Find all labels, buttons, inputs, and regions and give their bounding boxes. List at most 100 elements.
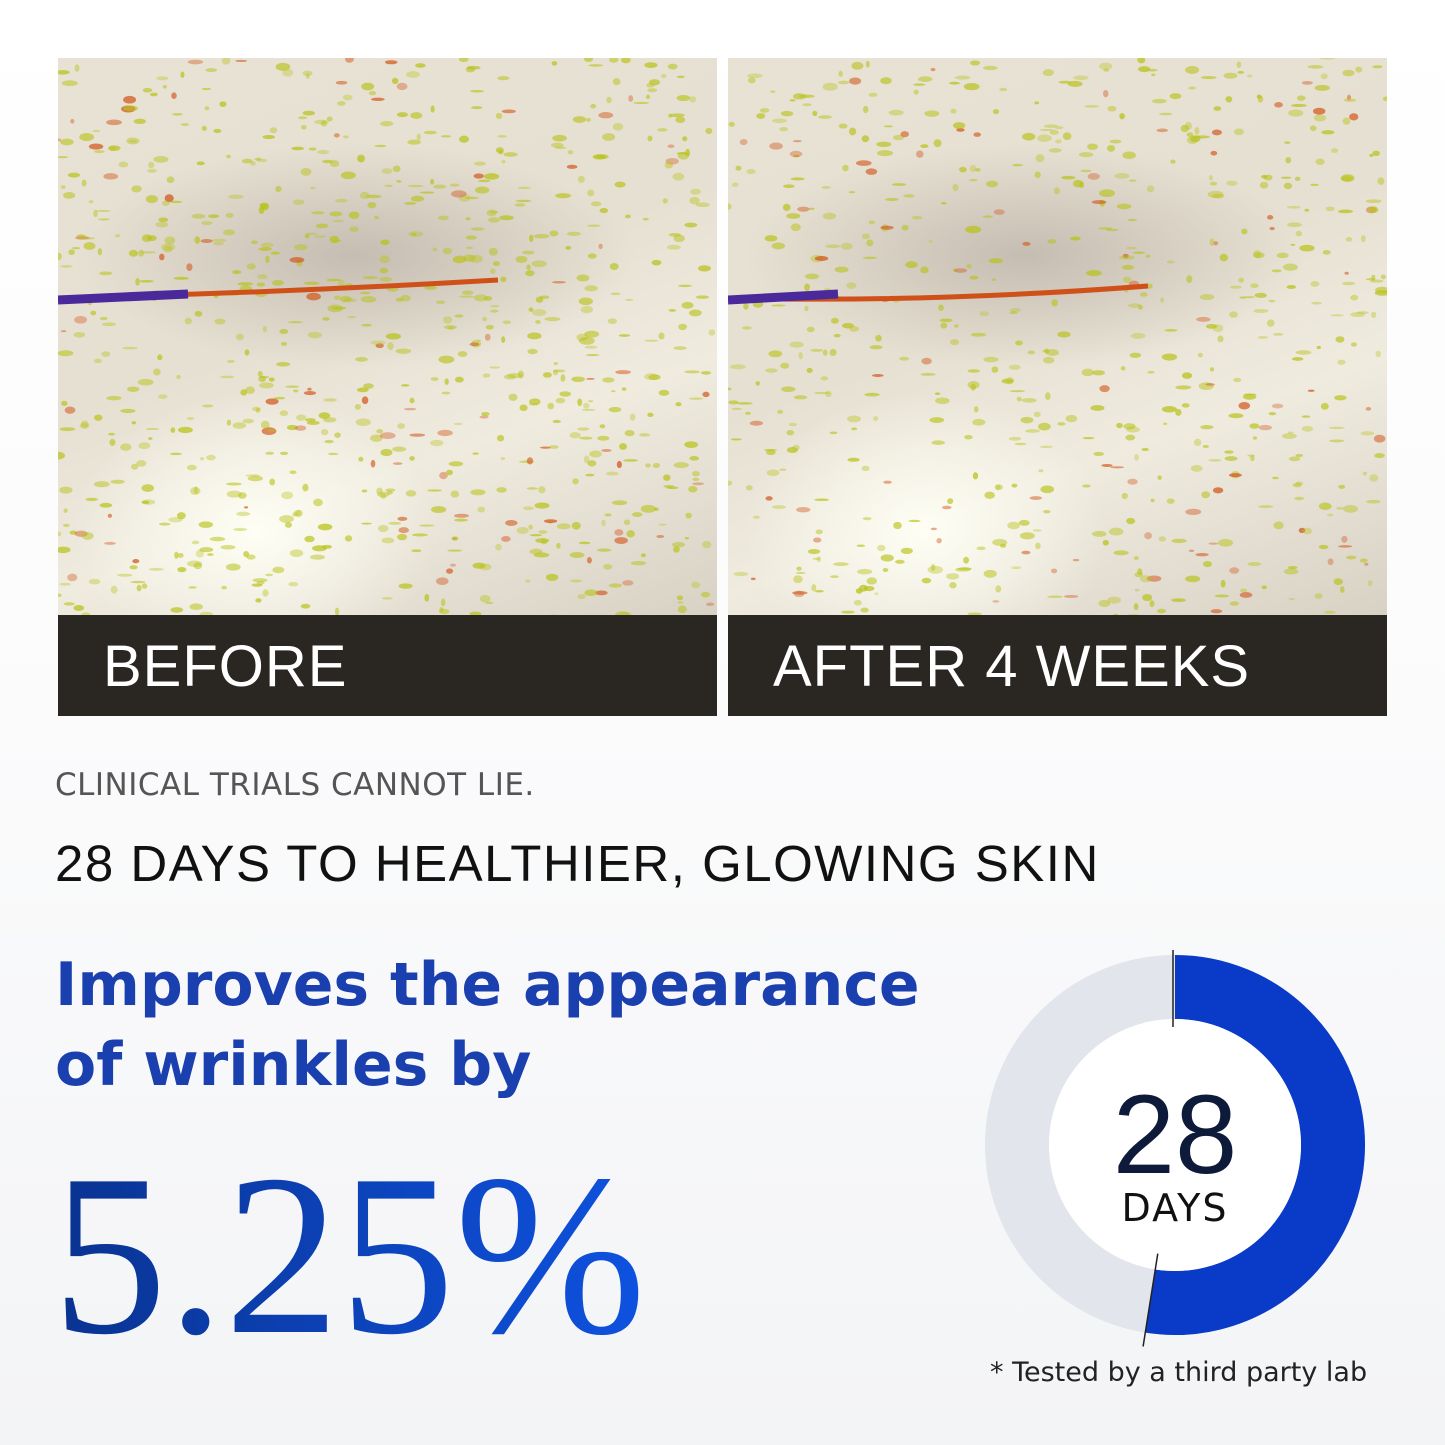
skin-spot [265,255,270,264]
skin-spot [1329,439,1345,443]
before-caption: BEFORE [103,634,348,699]
donut-unit: DAYS [1121,1186,1229,1230]
skin-spot [1128,179,1137,182]
skin-spot [938,304,944,312]
skin-spot [684,537,690,540]
skin-spot [1166,260,1175,264]
skin-spot [888,109,904,116]
skin-spot [640,504,657,513]
skin-spot [1200,75,1217,80]
skin-spot [963,82,980,91]
skin-spot [700,371,712,375]
skin-spot [1040,445,1053,449]
skin-spot [599,208,609,214]
skin-spot [853,599,862,606]
skin-spot [490,268,496,275]
skin-spot [1151,73,1156,77]
skin-spot [994,484,1001,491]
skin-spot [289,470,297,474]
skin-spot [280,451,289,455]
skin-spot [292,512,298,517]
skin-spot [893,521,902,530]
skin-spot [1342,281,1356,286]
skin-spot [486,209,497,217]
skin-spot [385,333,401,340]
skin-spot [272,279,284,286]
skin-spot [452,255,467,264]
skin-spot [621,387,627,391]
skin-spot [814,391,830,395]
skin-spot [1311,301,1322,305]
skin-spot [968,179,978,182]
skin-spot [109,145,116,152]
skin-spot [114,234,121,238]
skin-spot [340,171,356,180]
skin-spot [1141,447,1149,452]
skin-spot [601,519,606,527]
skin-spot [702,540,712,549]
skin-spot [446,568,454,574]
skin-spot [1307,65,1324,69]
skin-spot [770,90,776,93]
skin-spot [822,349,828,356]
skin-spot [678,284,692,288]
skin-spot [508,393,518,401]
skin-spot [450,190,467,198]
skin-spot [1268,299,1276,303]
skin-spot [1310,183,1319,186]
skin-spot [265,398,279,405]
skin-spot [899,356,910,361]
skin-spot [920,266,929,274]
skin-spot [1342,117,1351,125]
skin-spot [1229,285,1242,289]
skin-spot [92,129,101,133]
skin-spot [611,390,616,393]
skin-spot [392,165,401,173]
skin-spot [309,186,316,190]
skin-spot [855,588,863,594]
skin-spot [1091,370,1105,376]
skin-spot [837,80,850,85]
skin-spot [279,515,294,523]
skin-spot [877,544,886,552]
skin-spot [379,432,396,440]
skin-spot [1365,406,1372,411]
skin-spot [415,63,426,68]
skin-spot [874,592,879,595]
skin-spot [1193,438,1202,447]
skin-spot [276,362,291,367]
skin-spot [67,172,80,178]
skin-spot [728,387,732,391]
skin-spot [1150,498,1155,503]
skin-spot [190,487,201,495]
skin-spot [752,515,761,519]
skin-spot [237,282,254,286]
skin-spot [180,71,185,78]
skin-spot [1044,392,1051,400]
skin-spot [441,391,451,395]
skin-spot [1125,247,1138,250]
skin-spot [332,219,345,223]
skin-spot [392,462,403,465]
skin-spot [449,563,457,567]
skin-spot [789,341,804,348]
skin-spot [648,79,661,86]
skin-spot [584,345,598,349]
skin-spot [779,126,789,132]
skin-spot [633,101,650,105]
skin-spot [453,422,463,426]
skin-spot [1350,312,1366,318]
skin-spot [376,487,383,495]
skin-spot [780,110,794,117]
skin-spot [567,150,574,155]
skin-spot [198,521,214,528]
skin-spot [255,407,261,414]
skin-spot [1146,575,1162,582]
skin-spot [820,376,829,381]
skin-spot [97,248,102,256]
skin-spot [1011,483,1018,488]
skin-spot [74,315,88,324]
skin-spot [974,167,981,172]
skin-spot [880,77,892,85]
skin-spot [571,521,581,530]
